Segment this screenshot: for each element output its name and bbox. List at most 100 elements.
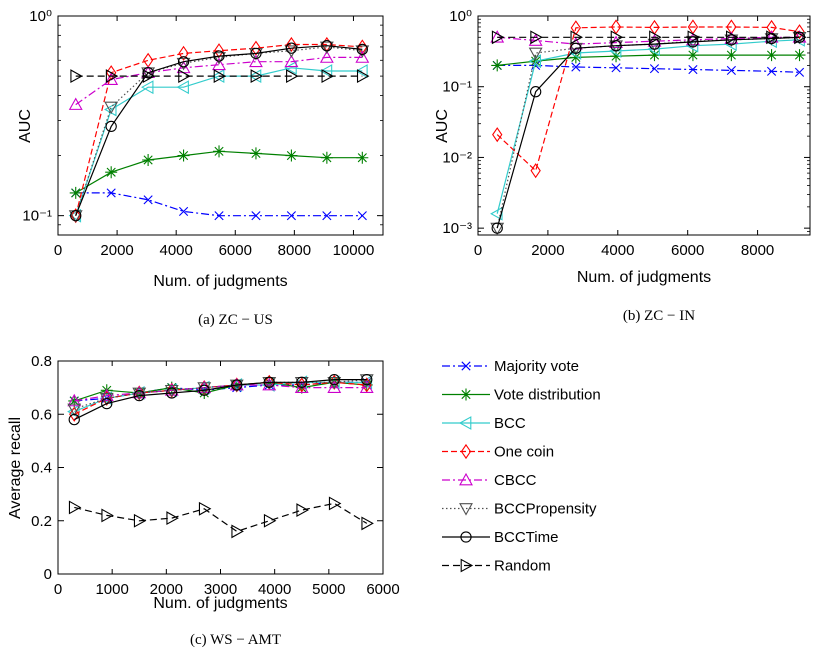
x-tick-label: 0 [54, 581, 62, 598]
data-point-bcc [608, 44, 622, 58]
x-tick-label: 1000 [95, 581, 128, 598]
series-bcc [490, 32, 805, 221]
y-tick-label: 10⁰ [449, 8, 472, 25]
data-point-bcctime [68, 413, 80, 426]
data-point-vote [177, 149, 190, 162]
data-point-vote [725, 49, 738, 62]
legend-item-bcc: BCC [442, 415, 526, 432]
x-tick-label: 0 [474, 242, 482, 259]
y-tick-label: 0 [44, 566, 52, 583]
y-tick-label: 10⁻¹ [442, 79, 472, 96]
data-point-bccprop [104, 101, 119, 115]
data-point-onecoin [69, 406, 80, 422]
data-point-majority [322, 211, 332, 221]
legend-marker-majority [461, 361, 471, 371]
x-tick-label: 4000 [159, 242, 192, 259]
series-bcctime [68, 373, 373, 426]
x-tick-label: 4000 [258, 581, 291, 598]
data-point-vote [213, 145, 226, 158]
legend-item-bccprop: BCCPropensity [442, 501, 597, 518]
series-line-vote [74, 381, 367, 402]
series-line-majority [497, 64, 800, 73]
data-point-random [296, 503, 309, 518]
data-point-majority [214, 211, 224, 221]
data-point-random [178, 69, 191, 84]
data-point-cbcc [319, 50, 334, 63]
data-point-onecoin [530, 163, 541, 179]
data-point-random [570, 30, 583, 45]
data-point-cbcc [359, 380, 374, 393]
legend-label-random: Random [494, 558, 551, 575]
series-random [70, 69, 370, 84]
series-line-bccprop [75, 46, 363, 216]
legend-item-vote: Vote distribution [442, 387, 601, 404]
data-point-random [530, 30, 543, 45]
y-axis-label: AUC [17, 109, 34, 143]
series-line-onecoin [496, 26, 800, 172]
data-point-cbcc [212, 57, 226, 71]
data-point-cbcc [262, 377, 277, 391]
data-point-cbcc [104, 72, 119, 85]
series-bcctime [491, 31, 806, 234]
data-point-cbcc [249, 54, 263, 68]
legend-item-onecoin: One coin [442, 444, 554, 461]
data-point-bcc [490, 206, 503, 221]
data-point-bcctime [133, 389, 145, 402]
data-point-cbcc [327, 380, 342, 393]
series-line-bcctime [74, 379, 367, 421]
data-point-bcc [284, 60, 297, 75]
series-bcc [68, 60, 368, 223]
data-point-bcc [176, 80, 189, 95]
data-point-random [101, 508, 114, 523]
data-point-cbcc [197, 380, 212, 393]
x-tick-label: 2000 [100, 242, 133, 259]
data-point-majority [611, 63, 621, 73]
data-point-cbcc [528, 33, 543, 46]
x-axis-label: Num. of judgments [577, 269, 711, 286]
legend-item-cbcc: CBCC [442, 472, 537, 489]
series-bcctime [70, 40, 368, 222]
chart-caption-b: (b) ZC − IN [623, 308, 695, 324]
data-point-bcctime [648, 38, 661, 50]
legend-marker-onecoin [460, 443, 472, 460]
data-point-vote [793, 49, 806, 62]
data-point-bcctime [356, 43, 368, 56]
data-point-random [133, 513, 147, 528]
data-point-bcctime [285, 42, 298, 54]
data-point-cbcc [164, 383, 179, 396]
data-point-bccprop [355, 45, 370, 58]
data-point-random [649, 30, 662, 45]
x-tick-label: 2000 [531, 242, 564, 259]
data-point-random [726, 30, 739, 45]
data-point-random [166, 511, 179, 526]
data-point-vote [610, 50, 623, 63]
data-point-random [328, 496, 342, 511]
legend-marker-vote [460, 388, 472, 401]
data-point-vote [491, 59, 504, 72]
data-point-bcctime [198, 384, 210, 396]
data-point-bcctime [491, 222, 503, 234]
data-point-majority [766, 66, 777, 76]
y-tick-label: 10⁻¹ [22, 208, 52, 225]
data-point-bcctime [321, 40, 333, 52]
series-line-bcc [496, 39, 800, 214]
series-line-majority [75, 192, 363, 217]
data-point-bcctime [361, 373, 373, 386]
y-tick-label: 0.4 [31, 460, 52, 477]
series-line-cbcc [497, 36, 800, 45]
x-tick-label: 0 [54, 242, 62, 259]
data-point-vote [69, 186, 82, 199]
data-point-bcctime [250, 47, 262, 60]
data-point-random [361, 516, 374, 531]
series-line-bcctime [496, 36, 800, 229]
data-point-bccprop [212, 52, 226, 65]
data-point-majority [571, 62, 581, 72]
data-point-majority [106, 188, 116, 198]
y-tick-label: 10⁻² [442, 149, 472, 166]
series-line-bcctime [75, 45, 363, 216]
x-tick-label: 6000 [366, 581, 399, 598]
data-point-vote [648, 49, 661, 62]
legend-label-bcc: BCC [494, 415, 526, 432]
legend-item-random: Random [442, 558, 551, 575]
